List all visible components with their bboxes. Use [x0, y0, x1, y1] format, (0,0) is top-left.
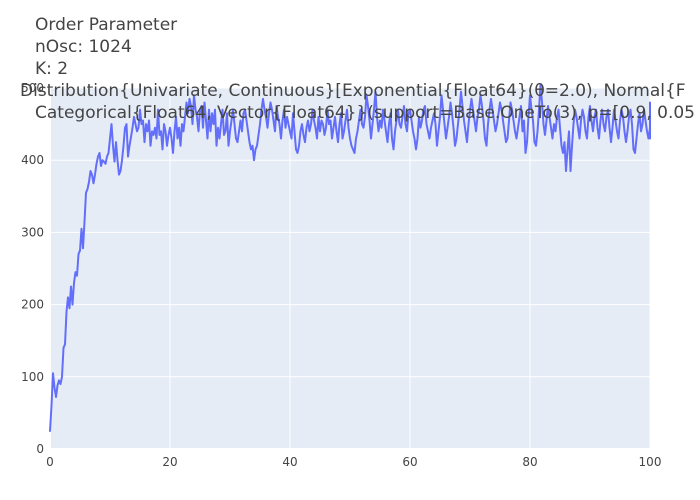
grid-lines — [49, 87, 651, 450]
y-tick-label: 300 — [21, 225, 44, 239]
x-axis-ticks: 0 20 40 60 80 100 — [46, 455, 661, 469]
title-line-5: Categorical{Float64, Vector{Float64}}(su… — [35, 103, 695, 123]
title-line-3: K: 2 — [35, 59, 68, 79]
x-tick-label: 40 — [282, 455, 297, 469]
x-tick-label: 0 — [46, 455, 54, 469]
y-tick-label: 100 — [21, 370, 44, 384]
chart-title: Order Parameter nOsc: 1024 K: 2 Distribu… — [20, 15, 695, 123]
y-tick-label: 400 — [21, 153, 44, 167]
y-axis-ticks: 0 100 200 300 400 500 — [21, 81, 44, 456]
title-line-4: Distribution{Univariate, Continuous}[Exp… — [20, 81, 686, 101]
x-tick-label: 20 — [162, 455, 177, 469]
x-tick-label: 80 — [522, 455, 537, 469]
series-line-1 — [49, 83, 651, 432]
series-group — [49, 83, 651, 432]
y-tick-label: 0 — [36, 442, 44, 456]
title-line-1: Order Parameter — [35, 15, 177, 35]
y-tick-label: 500 — [21, 81, 44, 95]
plot-area — [50, 88, 650, 449]
y-tick-label: 200 — [21, 298, 44, 312]
x-tick-label: 100 — [639, 455, 662, 469]
title-line-2: nOsc: 1024 — [35, 37, 132, 57]
x-tick-label: 60 — [402, 455, 417, 469]
